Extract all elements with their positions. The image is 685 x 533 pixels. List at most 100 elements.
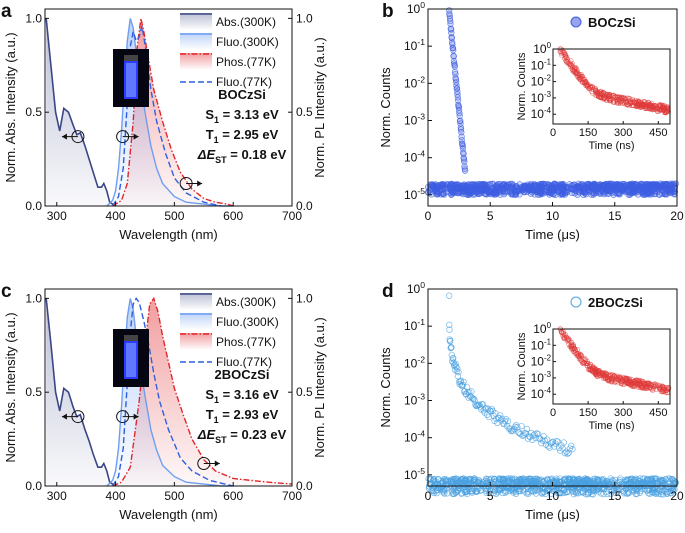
data-point — [448, 351, 455, 359]
x-tick-label: 5 — [487, 209, 494, 223]
y-axis-label-right: Norm. PL Intensity (a.u.) — [312, 317, 327, 457]
legend-label: Fluo.(77K) — [216, 75, 272, 89]
x-tick-label: 300 — [47, 489, 67, 503]
x-tick-label: 600 — [223, 489, 243, 503]
x-tick-label: 15 — [608, 489, 622, 503]
data-point — [579, 181, 586, 188]
data-point — [585, 181, 592, 188]
inset-bg — [553, 49, 670, 124]
inset-y-tick-label: 10-2 — [531, 354, 551, 369]
cuvette-core — [126, 63, 136, 97]
inset-y-tick-label: 10-1 — [531, 337, 552, 352]
data-point — [558, 190, 566, 198]
data-point — [496, 184, 503, 191]
legend-swatch — [180, 313, 212, 329]
legend-swatch — [180, 53, 212, 69]
x-axis-label: Wavelength (nm) — [119, 227, 218, 242]
inset-y-tick-label: 10-4 — [531, 386, 552, 401]
data-point — [631, 188, 639, 195]
data-point — [538, 189, 545, 196]
data-point — [437, 182, 444, 189]
y-tick-label: 10-3 — [404, 392, 425, 408]
x-tick-label: 0 — [425, 209, 432, 223]
data-point — [565, 183, 572, 191]
y-tick-label-left: 0.5 — [25, 385, 42, 399]
y-tick-label: 10-5 — [404, 186, 425, 202]
cuvette-cap — [124, 55, 138, 61]
inset-x-tick-label: 0 — [550, 407, 556, 419]
data-point — [484, 185, 491, 193]
y-tick-label-left: 0.0 — [25, 479, 42, 493]
plot-frame — [44, 8, 293, 207]
y-tick-label: 10-5 — [404, 466, 425, 482]
data-point — [461, 167, 469, 174]
x-tick-label: 700 — [282, 209, 302, 223]
y-axis-label: Norm. Counts — [378, 67, 393, 148]
legend-swatch — [180, 293, 212, 309]
data-point — [451, 63, 458, 70]
legend-label: Phos.(77K) — [216, 55, 276, 69]
x-tick-label: 600 — [223, 209, 243, 223]
energy-line: T1 = 2.93 eV — [206, 407, 279, 425]
energy-line: S1 = 3.16 eV — [205, 387, 279, 405]
x-axis-label: Wavelength (nm) — [119, 507, 218, 522]
arrow-head — [133, 133, 139, 140]
inset-x-tick-label: 300 — [614, 407, 632, 419]
panel-label: b — [382, 1, 394, 22]
abs-area — [46, 18, 116, 207]
x-tick-label: 400 — [106, 209, 126, 223]
data-point — [546, 182, 553, 189]
series-phos-line — [112, 18, 234, 207]
inset-y-tick-label: 10-4 — [531, 106, 552, 121]
inset-y-axis-label: Norm. Counts — [516, 52, 528, 120]
data-point — [548, 190, 555, 197]
energy-line: ΔEST = 0.18 eV — [197, 147, 287, 165]
fluo300-area — [106, 18, 234, 207]
data-point — [571, 190, 578, 197]
legend-marker — [570, 16, 582, 28]
arrow-head — [197, 180, 203, 187]
inset-x-axis-label: Time (ns) — [588, 140, 634, 152]
legend-label: Abs.(300K) — [216, 15, 276, 29]
y-tick-label-right: 0.5 — [296, 105, 313, 119]
data-point — [440, 190, 447, 197]
data-point — [617, 183, 624, 190]
panel-label: c — [1, 281, 12, 302]
y-tick-label: 10-3 — [404, 112, 425, 128]
legend-label: Fluo.(300K) — [216, 35, 279, 49]
data-point — [614, 190, 621, 197]
x-tick-label: 0 — [425, 489, 432, 503]
y-axis-label-right: Norm. PL Intensity (a.u.) — [312, 37, 327, 177]
y-tick-label: 10-2 — [404, 74, 425, 90]
data-point — [452, 182, 459, 189]
x-tick-label: 20 — [670, 209, 684, 223]
data-point — [600, 182, 607, 189]
inset-y-tick-label: 10-1 — [531, 57, 552, 72]
y-tick-label-right: 1.0 — [296, 291, 313, 305]
inset-y-axis-label: Norm. Counts — [516, 332, 528, 400]
y-axis-label: Norm. Counts — [378, 347, 393, 428]
data-point — [466, 187, 473, 194]
y-tick-label: 10-1 — [404, 37, 425, 53]
inset-x-tick-label: 150 — [579, 127, 597, 139]
x-tick-label: 10 — [546, 209, 560, 223]
x-axis-label: Time (μs) — [525, 507, 580, 522]
inset-x-axis-label: Time (ns) — [588, 420, 634, 432]
decay-points — [424, 7, 679, 198]
y-tick-label-right: 0.5 — [296, 385, 313, 399]
data-point — [458, 189, 465, 196]
inset-x-tick-label: 300 — [614, 127, 632, 139]
data-point — [504, 184, 511, 192]
inset-y-tick-label: 10-3 — [531, 90, 552, 105]
legend-marker — [570, 296, 582, 308]
y-tick-label: 100 — [407, 0, 425, 16]
data-point — [660, 182, 667, 189]
inset-x-tick-label: 450 — [649, 127, 667, 139]
legend-label: Abs.(300K) — [216, 295, 276, 309]
arrow-head — [61, 133, 67, 140]
abs-area — [46, 298, 116, 486]
y-tick-label-right: 0.0 — [296, 479, 313, 493]
